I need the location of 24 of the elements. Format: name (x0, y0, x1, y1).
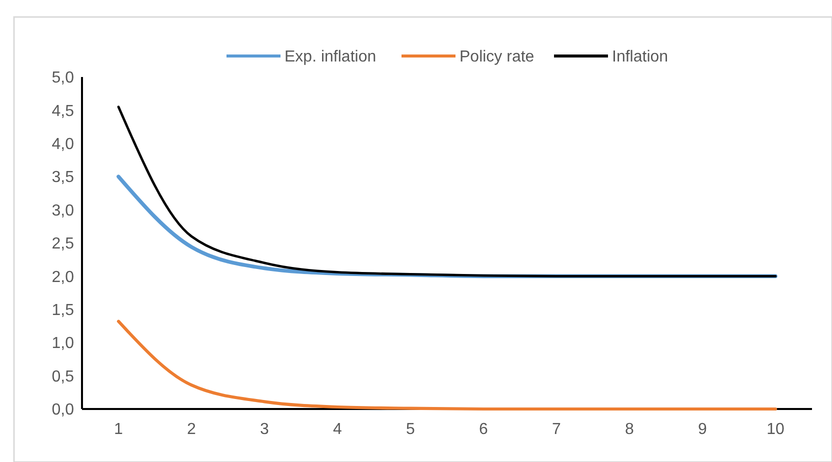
x-tick-label: 2 (187, 421, 196, 438)
y-tick-label: 3,5 (52, 169, 74, 186)
x-tick-label: 6 (479, 421, 488, 438)
y-tick-label: 4,5 (52, 102, 74, 120)
legend-label: Inflation (612, 48, 668, 66)
y-tick-label: 1,0 (52, 335, 74, 352)
x-tick-label: 4 (333, 421, 342, 438)
legend-label: Policy rate (460, 48, 534, 66)
y-tick-label: 1,5 (52, 302, 74, 319)
x-tick-label: 7 (552, 421, 562, 438)
x-tick-label: 10 (766, 421, 784, 438)
x-tick-label: 5 (406, 421, 416, 438)
y-tick-label: 2,5 (52, 236, 74, 253)
x-tick-label: 3 (260, 421, 270, 438)
legend-label: Exp. inflation (284, 48, 376, 66)
y-tick-label: 3,0 (52, 202, 74, 220)
x-tick-label: 1 (114, 421, 124, 438)
y-tick-label: 2,0 (52, 268, 74, 286)
x-tick-label: 8 (625, 421, 634, 438)
y-tick-label: 5,0 (52, 70, 74, 87)
y-tick-label: 0,0 (52, 402, 74, 419)
y-tick-label: 0,5 (52, 368, 74, 386)
y-tick-label: 4,0 (52, 136, 74, 153)
x-tick-label: 9 (698, 421, 708, 438)
